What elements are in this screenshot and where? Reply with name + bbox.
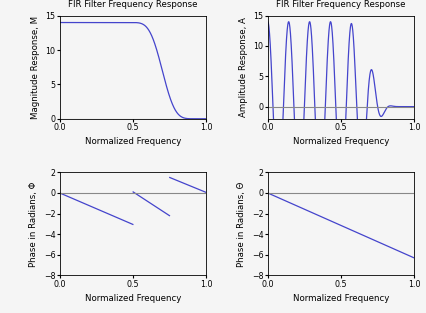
- X-axis label: Normalized Frequency: Normalized Frequency: [292, 294, 388, 303]
- X-axis label: Normalized Frequency: Normalized Frequency: [85, 294, 181, 303]
- X-axis label: Normalized Frequency: Normalized Frequency: [292, 137, 388, 146]
- Title: FIR Filter Frequency Response: FIR Filter Frequency Response: [68, 0, 197, 9]
- Y-axis label: Magnitude Response, M: Magnitude Response, M: [31, 16, 40, 119]
- Y-axis label: Amplitude Response, A: Amplitude Response, A: [239, 17, 248, 117]
- Y-axis label: Phase in Radians, Θ: Phase in Radians, Θ: [237, 181, 246, 267]
- X-axis label: Normalized Frequency: Normalized Frequency: [85, 137, 181, 146]
- Title: FIR Filter Frequency Response: FIR Filter Frequency Response: [276, 0, 405, 9]
- Y-axis label: Phase in Radians, Φ: Phase in Radians, Φ: [29, 181, 38, 267]
